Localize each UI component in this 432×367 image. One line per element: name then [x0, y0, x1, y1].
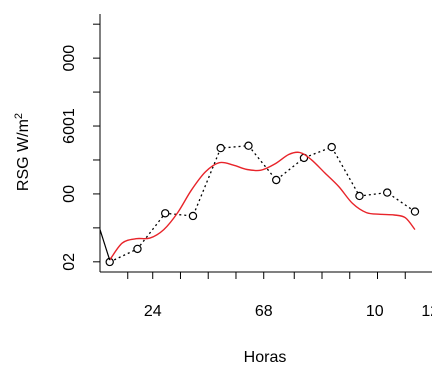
data-point [272, 175, 281, 185]
data-point [133, 244, 142, 254]
data-point [244, 141, 253, 150]
y-axis-title-main: RSG W/m [15, 119, 32, 191]
data-point [383, 188, 392, 197]
series-layer [99, 141, 420, 267]
data-point [161, 209, 170, 218]
smooth-series-line [109, 151, 416, 261]
y-tick-label: 000 [61, 45, 78, 72]
data-point [327, 142, 336, 152]
y-tick-label: 00 [61, 185, 78, 203]
y-axis-title: RSG W/m2 [13, 113, 32, 191]
y-tick-label: 02 [61, 253, 78, 271]
data-point [216, 143, 225, 153]
dotted-series-line [109, 145, 416, 263]
x-tick-label: 12 [421, 303, 432, 320]
solid-series-line [99, 229, 111, 261]
data-point [355, 191, 364, 201]
x-tick-label: 24 [144, 303, 162, 320]
y-axis: 02 00 6001 000 [61, 23, 100, 271]
data-point [188, 211, 198, 221]
y-axis-title-superscript: 2 [13, 113, 25, 119]
x-tick-label: 68 [255, 303, 273, 320]
data-point [410, 207, 420, 216]
x-axis-title: Horas [244, 349, 287, 366]
x-tick-label: 10 [366, 303, 384, 320]
y-tick-label: 6001 [61, 108, 78, 144]
x-axis: 24 68 10 12 [127, 272, 432, 320]
